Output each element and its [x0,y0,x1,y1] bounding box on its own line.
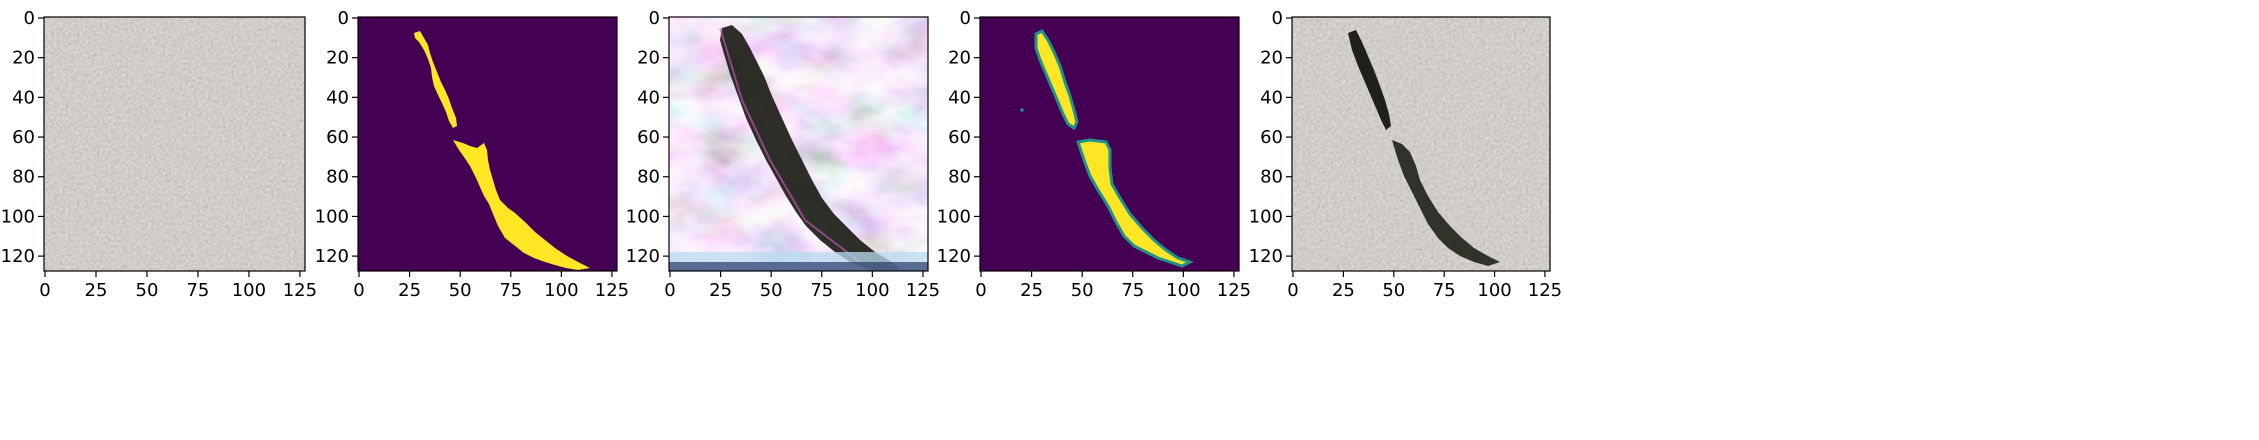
x-tick-label: 125 [283,280,317,301]
tick-group: 0 25 50 75 100 125 0 20 40 60 80 100 120 [626,8,940,301]
y-tick-label: 100 [1249,206,1283,227]
panel-3-generated-image: 0 25 50 75 100 125 0 20 40 60 80 100 120 [626,8,940,301]
x-tick-label: 75 [1433,280,1456,301]
y-tick-label: 40 [12,87,35,108]
x-tick-label: 0 [664,280,675,301]
bottom-dark-artifact [669,262,928,271]
mask-background [358,17,617,271]
axes-frame [43,16,306,272]
x-tick-label: 50 [1382,280,1405,301]
x-tick-label: 125 [1217,280,1251,301]
mask-crack-upper [414,31,457,128]
x-tick-label: 0 [353,280,364,301]
x-tick-label: 75 [810,280,833,301]
y-tick-label: 20 [948,48,971,69]
x-tick-label: 100 [855,280,889,301]
x-tick-label: 0 [1287,280,1298,301]
y-tick-label: 120 [1,246,35,267]
y-tick-label: 120 [937,246,971,267]
tick-group: 0 25 50 75 100 125 0 20 40 60 80 100 120 [1,8,317,301]
y-tick-label: 0 [960,8,971,29]
y-tick-label: 120 [1249,246,1283,267]
x-tick-label: 75 [1121,280,1144,301]
y-tick-label: 60 [326,127,349,148]
tick-group: 0 25 50 75 100 125 0 20 40 60 80 100 120 [937,8,1251,301]
x-tick-label: 25 [1020,280,1043,301]
x-tick-label: 25 [1332,280,1355,301]
panel-4-predicted-mask: 0 25 50 75 100 125 0 20 40 60 80 100 120 [937,8,1251,301]
x-tick-label: 100 [1166,280,1200,301]
y-tick-label: 20 [12,48,35,69]
y-tick-label: 120 [315,246,349,267]
y-tick-label: 60 [12,127,35,148]
y-tick-label: 0 [1272,8,1283,29]
x-tick-label: 50 [449,280,472,301]
y-tick-label: 40 [948,87,971,108]
y-tick-label: 80 [1260,167,1283,188]
y-tick-label: 0 [649,8,660,29]
x-tick-label: 100 [544,280,578,301]
y-tick-label: 80 [948,167,971,188]
x-tick-label: 125 [595,280,629,301]
x-tick-label: 50 [760,280,783,301]
axes-frame [1291,16,1551,272]
gravel-texture [1292,17,1550,271]
y-tick-label: 100 [626,206,660,227]
y-tick-label: 0 [24,8,35,29]
y-tick-label: 80 [326,167,349,188]
y-tick-label: 40 [1260,87,1283,108]
panel-5-composite-image: 0 25 50 75 100 125 0 20 40 60 80 100 120 [1249,8,1563,301]
pred-crack-upper [1034,29,1079,131]
y-tick-label: 60 [637,127,660,148]
x-tick-label: 125 [1528,280,1562,301]
y-tick-label: 20 [1260,48,1283,69]
axes-frame [668,16,929,272]
artifact-texture [669,17,928,271]
x-tick-label: 25 [398,280,421,301]
y-tick-label: 100 [1,206,35,227]
y-tick-label: 80 [12,167,35,188]
y-tick-label: 20 [637,48,660,69]
pred-crack-lower [1076,138,1194,268]
y-tick-label: 100 [315,206,349,227]
y-tick-label: 60 [948,127,971,148]
x-tick-label: 0 [975,280,986,301]
panel-1-gravel-image: 0 25 50 75 100 125 0 20 40 60 80 100 120 [1,8,317,301]
x-tick-label: 25 [709,280,732,301]
x-tick-label: 125 [906,280,940,301]
y-tick-label: 60 [1260,127,1283,148]
axes-frame [979,16,1240,272]
y-tick-label: 40 [637,87,660,108]
tick-group: 0 25 50 75 100 125 0 20 40 60 80 100 120 [1249,8,1563,301]
axes-frame [357,16,618,272]
y-tick-label: 40 [326,87,349,108]
panel-2-ground-truth-mask: 0 25 50 75 100 125 0 20 40 60 80 100 120 [315,8,629,301]
tick-group: 0 25 50 75 100 125 0 20 40 60 80 100 120 [315,8,629,301]
x-tick-label: 0 [39,280,50,301]
gravel-texture [44,17,305,271]
generated-crack [720,25,900,270]
y-tick-label: 120 [626,246,660,267]
x-tick-label: 100 [1477,280,1511,301]
x-tick-label: 50 [1071,280,1094,301]
mask-background [980,17,1239,271]
y-tick-label: 80 [637,167,660,188]
y-tick-label: 0 [338,8,349,29]
x-tick-label: 100 [232,280,266,301]
mask-crack-lower [453,140,590,270]
composite-crack-upper [1348,30,1391,130]
y-tick-label: 20 [326,48,349,69]
crack-edge-artifact [719,27,861,263]
x-tick-label: 75 [186,280,209,301]
x-tick-label: 50 [136,280,159,301]
x-tick-label: 75 [499,280,522,301]
pred-speck [1020,108,1024,112]
y-tick-label: 100 [937,206,971,227]
composite-crack-lower [1392,140,1500,266]
x-tick-label: 25 [85,280,108,301]
